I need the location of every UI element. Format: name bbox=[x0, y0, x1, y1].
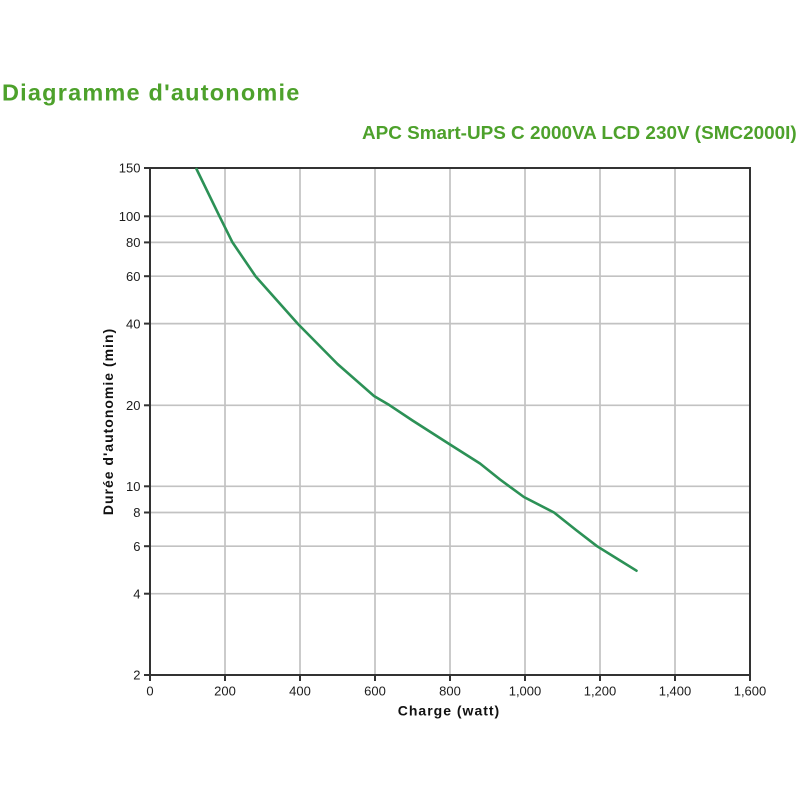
svg-text:0: 0 bbox=[146, 684, 153, 699]
svg-text:80: 80 bbox=[126, 235, 140, 250]
svg-text:Durée d'autonomie (min): Durée d'autonomie (min) bbox=[100, 328, 116, 515]
svg-text:Diagramme d'autonomie: Diagramme d'autonomie bbox=[2, 80, 300, 106]
svg-text:1,000: 1,000 bbox=[509, 684, 542, 699]
svg-text:2: 2 bbox=[133, 668, 140, 683]
svg-text:APC Smart-UPS C 2000VA LCD 230: APC Smart-UPS C 2000VA LCD 230V (SMC2000… bbox=[362, 123, 797, 144]
svg-text:800: 800 bbox=[439, 684, 461, 699]
svg-text:600: 600 bbox=[364, 684, 386, 699]
svg-text:150: 150 bbox=[119, 161, 141, 176]
svg-text:200: 200 bbox=[214, 684, 236, 699]
svg-text:1,200: 1,200 bbox=[584, 684, 617, 699]
svg-text:100: 100 bbox=[119, 209, 141, 224]
svg-text:40: 40 bbox=[126, 316, 140, 331]
svg-text:1,600: 1,600 bbox=[734, 684, 767, 699]
svg-text:4: 4 bbox=[133, 586, 140, 601]
svg-text:20: 20 bbox=[126, 398, 140, 413]
svg-text:6: 6 bbox=[133, 539, 140, 554]
svg-text:10: 10 bbox=[126, 479, 140, 494]
svg-text:60: 60 bbox=[126, 269, 140, 284]
svg-text:400: 400 bbox=[289, 684, 311, 699]
svg-text:1,400: 1,400 bbox=[659, 684, 692, 699]
svg-text:8: 8 bbox=[133, 505, 140, 520]
svg-text:Charge (watt): Charge (watt) bbox=[398, 703, 500, 719]
